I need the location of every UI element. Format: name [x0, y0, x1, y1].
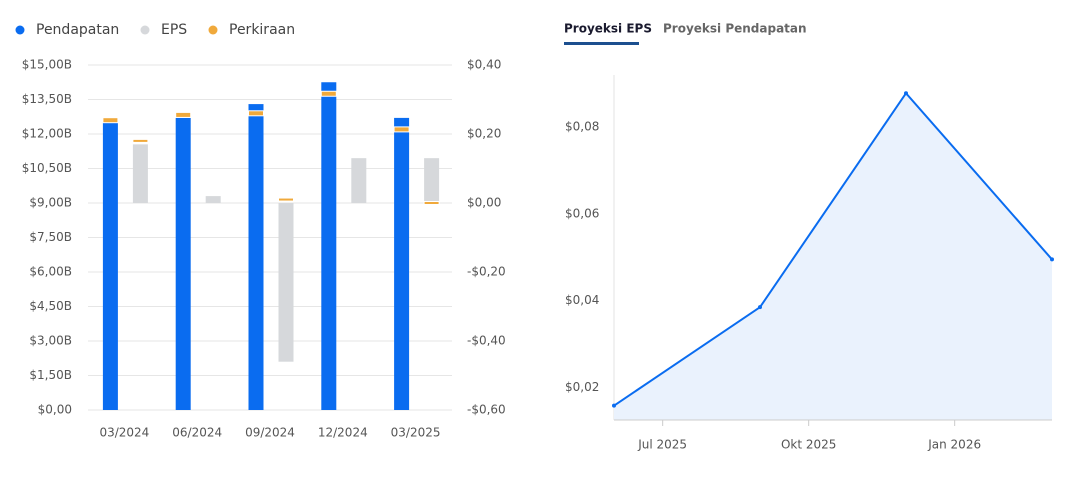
revenue-estimate: [175, 111, 192, 118]
eps-estimate: [278, 197, 294, 202]
y-tick-label: $7,50B: [29, 230, 72, 244]
revenue-estimate: [393, 126, 410, 133]
point: [612, 403, 616, 408]
tab-underline: [564, 42, 639, 45]
y-tick-label: $4,50B: [29, 299, 72, 313]
point: [1050, 257, 1054, 262]
tab-active[interactable]: Proyeksi EPS: [564, 22, 652, 36]
line: [613, 91, 1053, 407]
tab[interactable]: Proyeksi Pendapatan: [663, 22, 807, 36]
y2-tick-label: -$0,60: [467, 403, 506, 417]
y-tick-label: $6,00B: [29, 265, 72, 279]
x-tick-label: 03/2025: [391, 426, 441, 440]
revenue-bar: [102, 122, 118, 410]
y2-tick-label: $0,00: [467, 196, 501, 210]
legend-label: EPS: [161, 22, 187, 38]
revenue-bar: [248, 104, 264, 410]
revenue-bar: [394, 117, 410, 411]
legend-marker: [140, 25, 150, 35]
y-tick-label: $15,00B: [22, 58, 72, 72]
revenue-bar: [175, 117, 191, 411]
eps-estimate: [423, 201, 440, 205]
y2-tick-label: $0,20: [467, 127, 501, 141]
eps-bar: [424, 158, 440, 203]
x-tick-label: 06/2024: [172, 426, 222, 440]
eps-bar: [351, 158, 367, 203]
eps-bar: [132, 144, 148, 203]
x-tick-label: Jan 2026: [927, 438, 981, 452]
legend-marker: [15, 25, 25, 35]
eps-bar: [205, 196, 221, 203]
x-tick-label: 09/2024: [245, 426, 295, 440]
y-tick-label: $0,02: [565, 380, 599, 394]
y-tick-label: $12,00B: [22, 127, 72, 141]
y2-tick-label: $0,40: [467, 58, 501, 72]
x-tick-label: 12/2024: [318, 426, 368, 440]
y-tick-label: $0,08: [565, 120, 599, 134]
y-tick-label: $3,00B: [29, 334, 72, 348]
eps-bar: [278, 203, 294, 362]
x-tick-label: Jul 2025: [637, 438, 687, 452]
y-tick-label: $10,50B: [22, 161, 72, 175]
revenue-estimate: [320, 90, 337, 97]
legend-label: Pendapatan: [36, 22, 119, 38]
revenue-estimate: [248, 110, 264, 117]
y-tick-label: $0,00: [38, 403, 72, 417]
point: [758, 305, 762, 310]
x-tick-label: Okt 2025: [781, 438, 836, 452]
point: [904, 91, 908, 96]
y-tick-label: $1,50B: [29, 368, 72, 382]
y-tick-label: $13,50B: [22, 92, 72, 106]
y-tick-label: $9,00B: [29, 196, 72, 210]
y-tick-label: $0,04: [565, 293, 599, 307]
eps-estimate: [132, 138, 149, 143]
y2-tick-label: -$0,40: [467, 334, 506, 348]
x-tick-label: 03/2024: [99, 426, 149, 440]
legend-marker: [208, 25, 218, 35]
revenue-bar: [321, 82, 337, 410]
legend-label: Perkiraan: [229, 22, 295, 38]
y-tick-label: $0,06: [565, 206, 599, 220]
y2-tick-label: -$0,20: [467, 265, 506, 279]
area-fill: [614, 93, 1052, 421]
revenue-estimate: [102, 117, 119, 124]
